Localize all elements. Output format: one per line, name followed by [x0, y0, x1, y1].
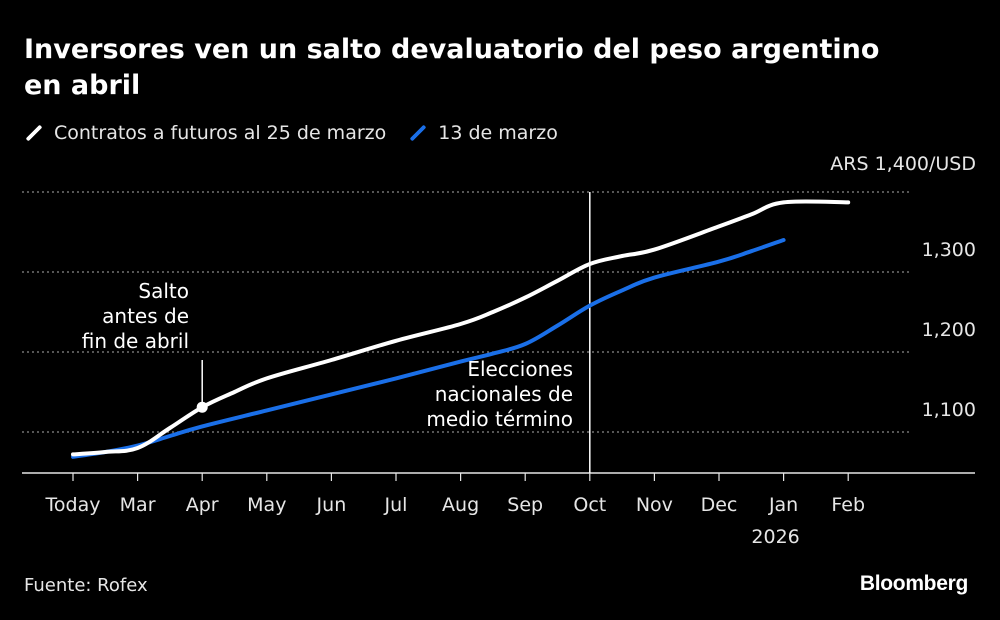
x-tick-label-2: Apr — [186, 494, 219, 516]
annotation-elecciones-line-2: medio término — [426, 407, 573, 431]
legend-item-white: Contratos a futuros al 25 de marzo — [24, 122, 386, 144]
x-tick-label-3: May — [247, 494, 286, 516]
series-line-1 — [71, 238, 786, 459]
x-tick-label-11: Jan — [768, 494, 798, 516]
series-line-0 — [71, 199, 851, 457]
source-note: Fuente: Rofex — [24, 575, 148, 596]
x-tick-label-1: Mar — [120, 494, 156, 516]
y-tick-label-3: ARS 1,400/USD — [830, 153, 976, 175]
x-tick-label-5: Jul — [384, 494, 408, 516]
x-tick-label-8: Oct — [573, 494, 606, 516]
annotation-salto-line-0: Salto — [138, 279, 189, 303]
x-tick-label-7: Sep — [507, 494, 543, 516]
x-tick-label-0: Today — [45, 494, 101, 516]
annotation-elecciones-line-0: Elecciones — [467, 357, 573, 381]
legend: Contratos a futuros al 25 de marzo 13 de… — [24, 122, 580, 144]
x-tick-label-12: Feb — [831, 494, 865, 516]
annotation-dot-salto — [196, 401, 208, 413]
legend-label-white: Contratos a futuros al 25 de marzo — [54, 122, 387, 144]
x-tick-label-4: Jun — [316, 494, 347, 516]
annotation-salto-line-2: fin de abril — [82, 329, 189, 353]
x-tick-label-9: Nov — [636, 494, 673, 516]
y-tick-label-1: 1,200 — [922, 319, 976, 341]
x-year-label: 2026 — [751, 526, 799, 548]
legend-item-blue: 13 de marzo — [408, 122, 558, 144]
legend-label-blue: 13 de marzo — [438, 122, 558, 144]
x-tick-label-10: Dec — [701, 494, 738, 516]
chart-title: Inversores ven un salto devaluatorio del… — [24, 34, 880, 101]
y-tick-label-2: 1,300 — [922, 239, 976, 261]
bloomberg-logo: Bloomberg — [859, 572, 968, 595]
y-tick-label-0: 1,100 — [922, 399, 976, 421]
annotation-salto-line-1: antes de — [102, 304, 189, 328]
x-tick-label-6: Aug — [442, 494, 479, 516]
annotation-elecciones-line-1: nacionales de — [435, 382, 573, 406]
